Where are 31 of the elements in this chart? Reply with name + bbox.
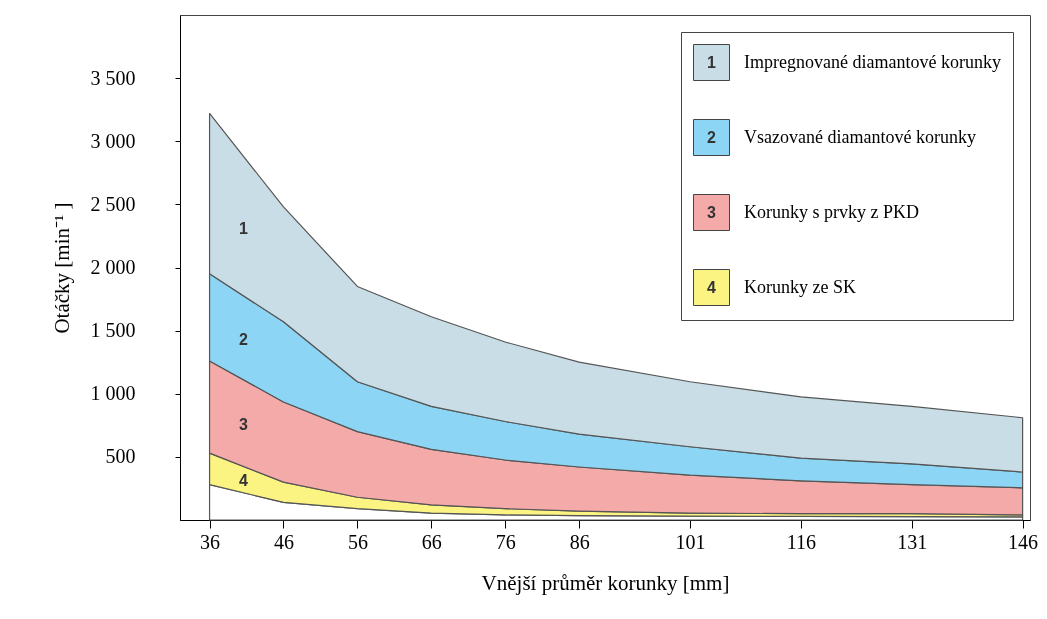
text: 2 <box>707 129 716 146</box>
text: 1 <box>707 54 716 71</box>
x-tick-label: 116 <box>786 530 816 553</box>
y-axis-title: Otáčky [min⁻¹ ] <box>49 202 74 334</box>
annotation: 4 <box>239 471 249 489</box>
x-tick-label: 146 <box>1008 530 1039 553</box>
x-tick-label: 46 <box>273 530 294 553</box>
annotation: 1 <box>239 219 249 237</box>
x-tick-label: 36 <box>200 530 221 553</box>
y-tick-label: 1 500 <box>90 319 136 342</box>
legend-label: Vsazované diamantové korunky <box>744 126 976 147</box>
legend-label: Impregnované diamantové korunky <box>744 51 1001 72</box>
text: 3 <box>707 204 716 221</box>
x-axis-title: Vnější průměr korunky [mm] <box>481 570 730 595</box>
x-tick-label: 101 <box>675 530 706 553</box>
y-tick-label: 500 <box>105 445 136 468</box>
legend-label: Korunky s prvky z PKD <box>744 201 919 222</box>
y-tick-label: 2 500 <box>90 192 136 215</box>
text: 4 <box>707 279 716 296</box>
y-tick-label: 3 000 <box>90 129 136 152</box>
x-tick-label: 86 <box>569 530 590 553</box>
y-tick-label: 3 500 <box>90 66 136 89</box>
annotation: 3 <box>239 415 249 433</box>
x-tick-label: 66 <box>421 530 442 553</box>
y-tick-label: 2 000 <box>90 256 136 278</box>
x-tick-label: 56 <box>347 530 368 553</box>
x-tick-label: 76 <box>495 530 516 553</box>
y-tick-label: 1 000 <box>90 382 136 405</box>
legend-label: Korunky ze SK <box>744 276 856 297</box>
x-tick-label: 131 <box>897 530 928 553</box>
annotation: 2 <box>239 330 249 348</box>
